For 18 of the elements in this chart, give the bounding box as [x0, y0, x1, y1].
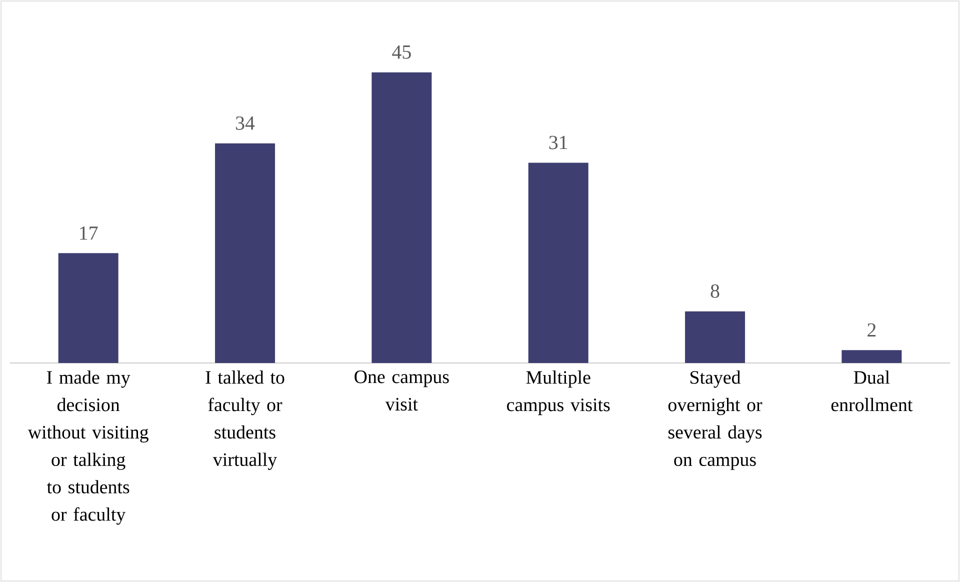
data-label: 31 [549, 136, 568, 150]
x-tick-label: I made my decision without visiting or talking to students or faculty [28, 370, 148, 525]
x-tick-label: Multiple campus visits [507, 370, 610, 416]
bar [842, 350, 902, 363]
x-tick-label: Stayed overnight or several days on campus [668, 370, 762, 470]
data-label: 45 [392, 45, 411, 59]
x-tick-label: I talked to faculty or students virtually [206, 370, 284, 470]
bar [58, 253, 118, 363]
bar [215, 143, 276, 363]
data-label: 17 [80, 226, 98, 240]
bar [685, 311, 746, 363]
data-label: 8 [710, 284, 720, 298]
bar [528, 162, 588, 363]
data-label: 2 [868, 323, 876, 337]
data-label: 34 [236, 116, 255, 130]
x-tick-label: One campus visit [354, 370, 449, 411]
x-tick-label: Dual enrollment [831, 370, 913, 412]
bar [372, 72, 432, 363]
